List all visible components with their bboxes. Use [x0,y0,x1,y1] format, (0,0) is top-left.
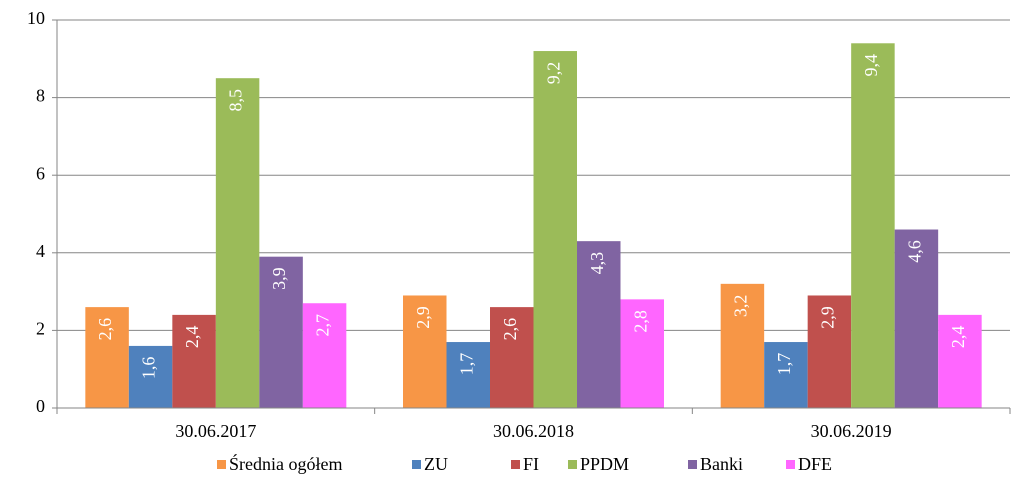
legend-label: Banki [700,454,743,474]
bar [764,342,808,408]
bar [403,295,447,408]
x-tick-label: 30.06.2017 [175,421,256,441]
y-tick-label: 4 [36,241,45,261]
y-tick-label: 0 [36,396,45,416]
legend-item: Banki [688,454,743,474]
bar [894,229,939,408]
legend-label: DFE [798,454,832,474]
data-label: 2,4 [182,326,202,349]
legend-swatch [688,460,697,469]
legend-swatch [217,460,226,469]
data-label: 2,9 [818,306,838,329]
data-label: 2,9 [413,306,433,329]
data-label: 1,7 [456,353,476,376]
bar [128,345,173,408]
legend-item: Średnia ogółem [217,453,342,474]
bar [807,295,852,408]
bar [620,299,664,408]
legend-item: ZU [412,454,448,474]
legend-label: Średnia ogółem [229,453,342,474]
legend-swatch [412,460,421,469]
data-label: 2,7 [313,314,333,337]
data-label: 8,5 [226,89,246,112]
legend-label: PPDM [580,454,629,474]
data-label: 2,8 [630,310,650,333]
y-tick-label: 2 [36,319,45,339]
bar [172,314,216,408]
legend-swatch [511,460,520,469]
data-label: 9,2 [543,62,563,85]
bar [215,78,260,408]
y-tick-label: 10 [27,8,45,28]
bar [938,314,982,408]
legend-item: DFE [786,454,832,474]
x-tick-label: 30.06.2019 [811,421,892,441]
data-label: 4,3 [587,252,607,275]
legend-swatch [568,460,577,469]
bar [577,241,621,408]
bar [85,307,129,408]
y-tick-label: 6 [36,163,45,183]
data-label: 9,4 [861,54,881,77]
legend-item: FI [511,454,539,474]
bar [851,43,895,408]
legend-label: FI [523,454,539,474]
y-tick-label: 8 [36,86,45,106]
data-label: 3,2 [731,295,751,318]
bar [259,256,303,408]
bar [490,307,534,408]
bar [446,342,490,408]
data-label: 2,6 [500,318,520,341]
bar [720,283,765,408]
data-label: 1,7 [774,353,794,376]
legend-swatch [786,460,795,469]
data-label: 4,6 [905,240,925,263]
data-label: 3,9 [269,267,289,290]
data-label: 2,4 [948,326,968,349]
bar [533,51,577,408]
bar [302,303,347,408]
data-label: 2,6 [95,318,115,341]
legend-label: ZU [424,454,448,474]
legend-item: PPDM [568,454,629,474]
x-tick-label: 30.06.2018 [493,421,574,441]
data-label: 1,6 [139,357,159,380]
